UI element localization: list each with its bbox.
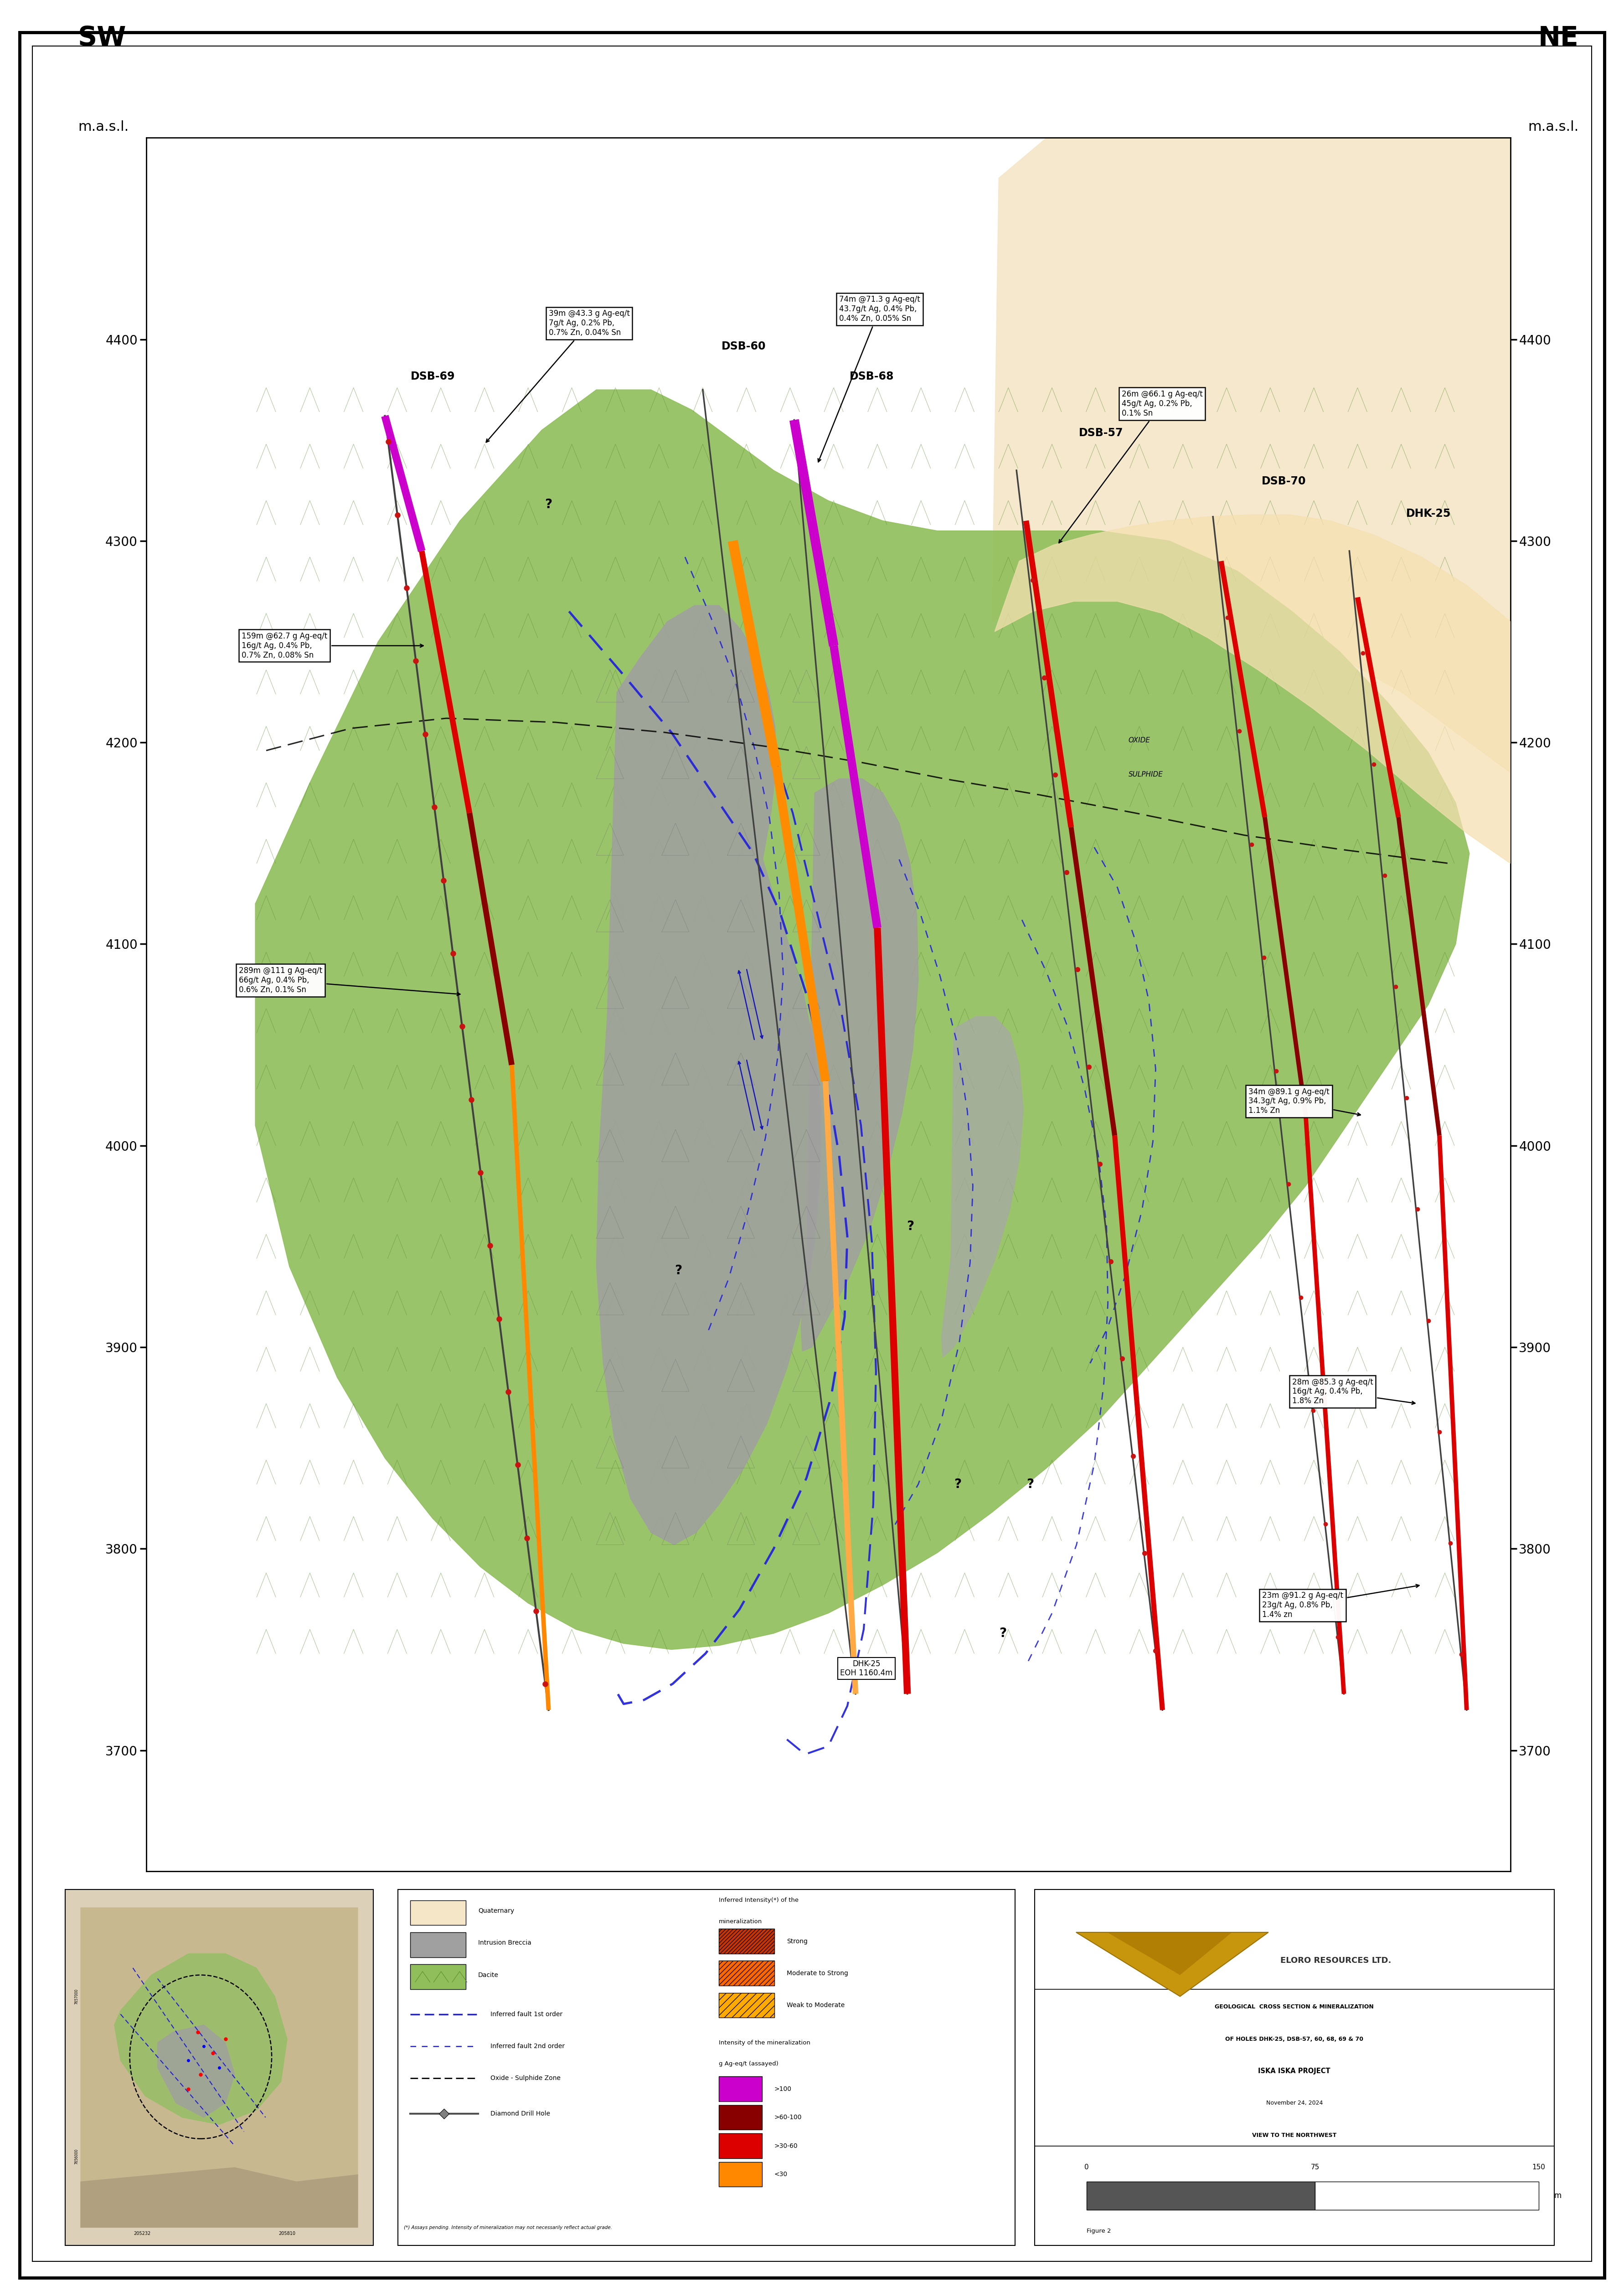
Text: 7656098: 7656098: [412, 1988, 481, 2002]
Bar: [411, 1965, 466, 1988]
Polygon shape: [1108, 1933, 1233, 1975]
Text: 23m @91.2 g Ag-eq/t
23g/t Ag, 0.8% Pb,
1.4% zn: 23m @91.2 g Ag-eq/t 23g/t Ag, 0.8% Pb, 1…: [1262, 1584, 1419, 1619]
Polygon shape: [158, 2025, 234, 2117]
Text: 7657000: 7657000: [75, 1988, 78, 2004]
Text: DSB-60: DSB-60: [721, 340, 767, 351]
Text: DHK-25: DHK-25: [1406, 507, 1450, 519]
Text: ?: ?: [906, 1219, 914, 1233]
Text: Quaternary: Quaternary: [477, 1908, 515, 1915]
Polygon shape: [80, 1908, 357, 2227]
Text: 39m @43.3 g Ag-eq/t
7g/t Ag, 0.2% Pb,
0.7% Zn, 0.04% Sn: 39m @43.3 g Ag-eq/t 7g/t Ag, 0.2% Pb, 0.…: [486, 310, 630, 443]
Text: 0: 0: [1085, 2163, 1088, 2170]
Text: m: m: [1554, 2193, 1562, 2200]
Text: Oxide - Sulphide Zone: Oxide - Sulphide Zone: [490, 2076, 560, 2082]
Polygon shape: [114, 1954, 287, 2124]
Bar: [719, 2105, 762, 2131]
Text: <30: <30: [775, 2172, 788, 2177]
Text: VIEW TO THE NORTHWEST: VIEW TO THE NORTHWEST: [1252, 2133, 1337, 2138]
Polygon shape: [596, 606, 822, 1545]
Text: Strong: Strong: [786, 1938, 807, 1945]
Polygon shape: [1077, 1933, 1268, 1995]
Text: Inferred Intensity(*) of the: Inferred Intensity(*) of the: [719, 1896, 799, 1903]
Text: 7656310: 7656310: [1176, 1988, 1244, 2002]
Bar: [1315, 2181, 1538, 2209]
Text: DSB-57: DSB-57: [1078, 427, 1124, 439]
Bar: [719, 1961, 775, 1986]
Text: ?: ?: [999, 1628, 1007, 1639]
Text: 75: 75: [1311, 2163, 1320, 2170]
Text: GEOLOGICAL  CROSS SECTION & MINERALIZATION: GEOLOGICAL CROSS SECTION & MINERALIZATIO…: [1215, 2004, 1374, 2009]
Text: Intensity of the mineralization: Intensity of the mineralization: [719, 2039, 810, 2046]
Text: ?: ?: [1026, 1479, 1034, 1490]
Text: Diamond Drill Hole: Diamond Drill Hole: [490, 2110, 551, 2117]
Bar: [719, 2163, 762, 2186]
Bar: [719, 1993, 775, 2018]
Polygon shape: [992, 138, 1510, 774]
Text: 74m @71.3 g Ag-eq/t
43.7g/t Ag, 0.4% Pb,
0.4% Zn, 0.05% Sn: 74m @71.3 g Ag-eq/t 43.7g/t Ag, 0.4% Pb,…: [818, 296, 921, 461]
Text: 26m @66.1 g Ag-eq/t
45g/t Ag, 0.2% Pb,
0.1% Sn: 26m @66.1 g Ag-eq/t 45g/t Ag, 0.2% Pb, 0…: [1059, 390, 1202, 542]
Text: 205810: 205810: [279, 2232, 296, 2236]
Polygon shape: [942, 1017, 1023, 1357]
Bar: [719, 2133, 762, 2158]
Text: DSB-70: DSB-70: [1262, 475, 1306, 487]
Text: SULPHIDE: SULPHIDE: [1129, 771, 1163, 778]
Bar: [719, 1929, 775, 1954]
Text: ?: ?: [546, 498, 552, 512]
Text: DSB-69: DSB-69: [411, 372, 455, 381]
Polygon shape: [80, 2167, 357, 2227]
Text: 34m @89.1 g Ag-eq/t
34.3g/t Ag, 0.9% Pb,
1.1% Zn: 34m @89.1 g Ag-eq/t 34.3g/t Ag, 0.9% Pb,…: [1249, 1088, 1361, 1116]
Text: DHK-25
EOH 1160.4m: DHK-25 EOH 1160.4m: [840, 1660, 893, 1678]
Bar: [1086, 2181, 1315, 2209]
Polygon shape: [255, 390, 1470, 1649]
Text: Inferred fault 1st order: Inferred fault 1st order: [490, 2011, 562, 2018]
Text: 159m @62.7 g Ag-eq/t
16g/t Ag, 0.4% Pb,
0.7% Zn, 0.08% Sn: 159m @62.7 g Ag-eq/t 16g/t Ag, 0.4% Pb, …: [242, 631, 424, 659]
Text: g Ag-eq/t (assayed): g Ag-eq/t (assayed): [719, 2062, 778, 2066]
Text: OF HOLES DHK-25, DSB-57, 60, 68, 69 & 70: OF HOLES DHK-25, DSB-57, 60, 68, 69 & 70: [1224, 2037, 1364, 2041]
Text: 205232: 205232: [133, 2232, 151, 2236]
Text: 28m @85.3 g Ag-eq/t
16g/t Ag, 0.4% Pb,
1.8% Zn: 28m @85.3 g Ag-eq/t 16g/t Ag, 0.4% Pb, 1…: [1293, 1378, 1415, 1405]
Polygon shape: [994, 514, 1510, 863]
Text: 289m @111 g Ag-eq/t
66g/t Ag, 0.4% Pb,
0.6% Zn, 0.1% Sn: 289m @111 g Ag-eq/t 66g/t Ag, 0.4% Pb, 0…: [239, 967, 460, 996]
Text: >100: >100: [775, 2085, 791, 2092]
Text: NE: NE: [1538, 25, 1579, 51]
Bar: [411, 1901, 466, 1924]
Text: >60-100: >60-100: [775, 2115, 802, 2122]
Text: Intrusion Breccia: Intrusion Breccia: [477, 1940, 531, 1947]
Text: ISKA ISKA PROJECT: ISKA ISKA PROJECT: [1259, 2069, 1330, 2076]
Polygon shape: [801, 778, 918, 1350]
Text: Moderate to Strong: Moderate to Strong: [786, 1970, 848, 1977]
Text: OXIDE: OXIDE: [1129, 737, 1150, 744]
Text: Inferred fault 2nd order: Inferred fault 2nd order: [490, 2043, 565, 2050]
Text: ?: ?: [955, 1479, 961, 1490]
Text: November 24, 2024: November 24, 2024: [1267, 2101, 1322, 2105]
Text: ?: ?: [674, 1265, 682, 1277]
Text: >30-60: >30-60: [775, 2142, 797, 2149]
Bar: [719, 2076, 762, 2101]
Text: mineralization: mineralization: [719, 1919, 762, 1924]
Text: 7656000: 7656000: [75, 2149, 78, 2165]
Text: Weak to Moderate: Weak to Moderate: [786, 2002, 844, 2009]
Text: Figure 2: Figure 2: [1086, 2229, 1111, 2234]
Text: (*) Assays pending. Intensity of mineralization may not necessarily reflect actu: (*) Assays pending. Intensity of mineral…: [404, 2225, 612, 2229]
Text: SW: SW: [78, 25, 127, 51]
Text: m.a.s.l.: m.a.s.l.: [78, 119, 128, 133]
Text: DSB-68: DSB-68: [849, 372, 895, 381]
Text: 150: 150: [1531, 2163, 1544, 2170]
Text: 205444: 205444: [1181, 1933, 1239, 1947]
Text: Dacite: Dacite: [477, 1972, 499, 1979]
Bar: [411, 1933, 466, 1956]
Text: m.a.s.l.: m.a.s.l.: [1528, 119, 1579, 133]
Text: 205232: 205232: [417, 1933, 476, 1947]
Text: ELORO RESOURCES LTD.: ELORO RESOURCES LTD.: [1280, 1956, 1392, 1965]
